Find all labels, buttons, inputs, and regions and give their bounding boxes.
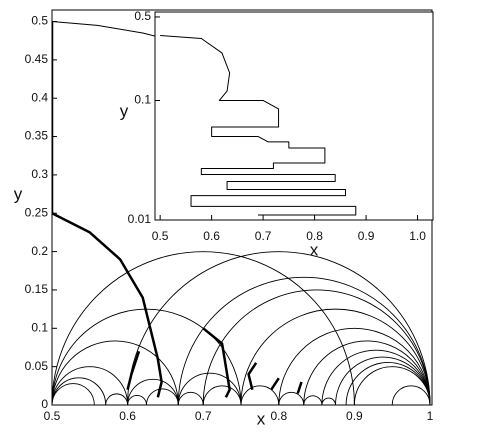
arc xyxy=(240,308,431,405)
arc xyxy=(240,385,280,405)
arc xyxy=(52,340,179,405)
y-axis-label: y xyxy=(14,184,23,203)
y-tick-label: 0.5 xyxy=(31,14,48,28)
y-tick-label: 0.15 xyxy=(25,282,49,296)
arc xyxy=(105,393,129,405)
y-tick-label: 0.25 xyxy=(25,205,49,219)
arc xyxy=(303,395,323,405)
arc xyxy=(127,394,147,405)
arc xyxy=(127,251,431,405)
y-tick-label: 0.2 xyxy=(31,244,48,258)
y-tick-label: 0.1 xyxy=(31,320,48,334)
arc xyxy=(278,327,431,405)
x-tick-label: 0.6 xyxy=(203,229,220,243)
arc xyxy=(52,251,355,405)
x-tick-label: 1 xyxy=(427,409,434,423)
curve xyxy=(160,34,357,216)
x-tick-label: 0.8 xyxy=(306,229,323,243)
arc xyxy=(52,383,95,405)
y-tick-label: 0.4 xyxy=(31,90,48,104)
arc xyxy=(303,340,431,405)
y-tick-label: 0.45 xyxy=(25,52,49,66)
y-tick-label: 0.3 xyxy=(31,167,48,181)
x-tick-label: 0.5 xyxy=(44,409,61,423)
plot-area xyxy=(52,21,431,405)
arc xyxy=(177,276,431,405)
x-tick-label: 0.7 xyxy=(255,229,272,243)
arc xyxy=(391,385,431,405)
x-tick-label: 0.7 xyxy=(195,409,212,423)
arc xyxy=(177,391,204,405)
x-tick-label: 0.5 xyxy=(152,229,169,243)
arc xyxy=(52,377,107,405)
plot-frame xyxy=(154,11,434,221)
y-tick-label: 0 xyxy=(41,397,48,411)
x-tick-label: 0.8 xyxy=(270,409,287,423)
x-tick-label: 1.0 xyxy=(409,229,426,243)
y-tick-label: 0.05 xyxy=(25,359,49,373)
y-tick-label: 0.35 xyxy=(25,129,49,143)
x-tick-label: 0.9 xyxy=(358,229,375,243)
arc xyxy=(278,391,305,405)
x-axis-label: x xyxy=(257,409,266,428)
arc xyxy=(321,349,431,405)
y-tick-label: 0.1 xyxy=(134,93,151,107)
arc xyxy=(202,385,242,405)
arc xyxy=(146,388,179,405)
curve xyxy=(52,21,303,398)
arc xyxy=(127,378,179,405)
y-axis-label: y xyxy=(120,101,129,120)
y-tick-label: 0.01 xyxy=(128,212,152,226)
x-axis-label: x xyxy=(310,240,319,259)
plot-area xyxy=(160,34,357,216)
arc xyxy=(52,366,129,405)
arc xyxy=(177,372,242,405)
x-tick-label: 0.6 xyxy=(119,409,136,423)
y-tick-label: 0.5 xyxy=(134,9,151,23)
arc xyxy=(353,366,431,405)
x-tick-label: 0.9 xyxy=(346,409,363,423)
arc xyxy=(202,289,431,405)
